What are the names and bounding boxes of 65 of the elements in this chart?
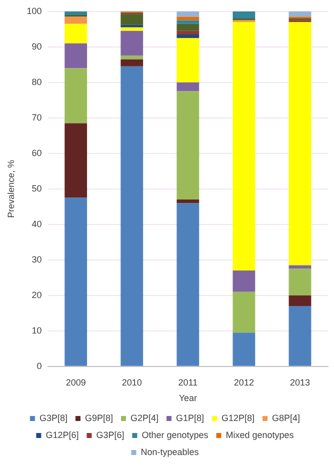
y-tick-label: 40 bbox=[32, 218, 42, 229]
bar bbox=[176, 30, 200, 34]
y-axis-title: Prevalence, % bbox=[6, 160, 16, 218]
legend-label: G8P[4] bbox=[272, 412, 300, 423]
bar bbox=[176, 203, 200, 366]
bar bbox=[176, 200, 200, 204]
bar bbox=[64, 68, 88, 124]
bar bbox=[232, 11, 256, 18]
x-tick-label: 2010 bbox=[122, 377, 142, 388]
legend-label: G3P[8] bbox=[39, 412, 68, 423]
bar bbox=[64, 24, 88, 44]
bar bbox=[176, 20, 200, 24]
bar bbox=[288, 22, 312, 266]
bar bbox=[232, 292, 256, 333]
bar bbox=[64, 123, 88, 198]
bar bbox=[176, 38, 200, 82]
bar bbox=[120, 14, 144, 25]
bar bbox=[288, 268, 312, 296]
bar bbox=[64, 198, 88, 366]
bar bbox=[64, 16, 88, 24]
legend-label: G3P[6] bbox=[96, 430, 124, 440]
y-tick-label: 90 bbox=[32, 41, 42, 52]
y-tick-label: 30 bbox=[32, 254, 42, 264]
x-tick-label: 2013 bbox=[290, 377, 310, 388]
legend-label: G9P[8] bbox=[84, 412, 113, 423]
legend-label: G1P[8] bbox=[176, 412, 204, 423]
bar bbox=[176, 91, 200, 200]
bar bbox=[232, 332, 256, 366]
bar bbox=[176, 24, 200, 31]
x-tick-label: 2011 bbox=[178, 377, 198, 388]
bar bbox=[288, 11, 312, 17]
bar bbox=[176, 34, 200, 38]
y-tick-label: 10 bbox=[32, 325, 42, 336]
legend-label: G12P[8] bbox=[222, 412, 255, 423]
legend-label: Other genotypes bbox=[142, 430, 209, 440]
x-tick-label: 2009 bbox=[66, 377, 86, 388]
bar bbox=[176, 16, 200, 20]
bar bbox=[120, 27, 144, 31]
legend-label: Mixed genotypes bbox=[226, 430, 294, 440]
y-tick-label: 50 bbox=[32, 183, 42, 194]
legend-label: G12P[6] bbox=[46, 430, 79, 440]
bar bbox=[120, 66, 144, 366]
x-tick-label: 2012 bbox=[234, 377, 254, 388]
bar bbox=[64, 43, 88, 68]
bar bbox=[288, 306, 312, 366]
y-tick-label: 20 bbox=[32, 290, 42, 300]
y-tick-label: 60 bbox=[32, 148, 42, 158]
bar bbox=[176, 11, 200, 17]
bar bbox=[176, 82, 200, 92]
legend-label: Non-typeables bbox=[140, 446, 200, 457]
bar bbox=[232, 22, 256, 271]
bar bbox=[232, 270, 256, 292]
bar bbox=[64, 11, 88, 15]
bar bbox=[120, 59, 144, 66]
x-axis-title: Year bbox=[178, 393, 197, 404]
bar bbox=[120, 56, 144, 60]
bar bbox=[120, 30, 144, 56]
bar bbox=[288, 295, 312, 306]
bar bbox=[288, 265, 312, 269]
bar bbox=[120, 24, 144, 28]
y-tick-label: 70 bbox=[32, 112, 42, 122]
y-tick-label: 0 bbox=[36, 360, 42, 371]
legend-label: G2P[4] bbox=[130, 412, 158, 423]
y-tick-label: 100 bbox=[26, 6, 42, 16]
y-tick-label: 80 bbox=[32, 76, 42, 87]
